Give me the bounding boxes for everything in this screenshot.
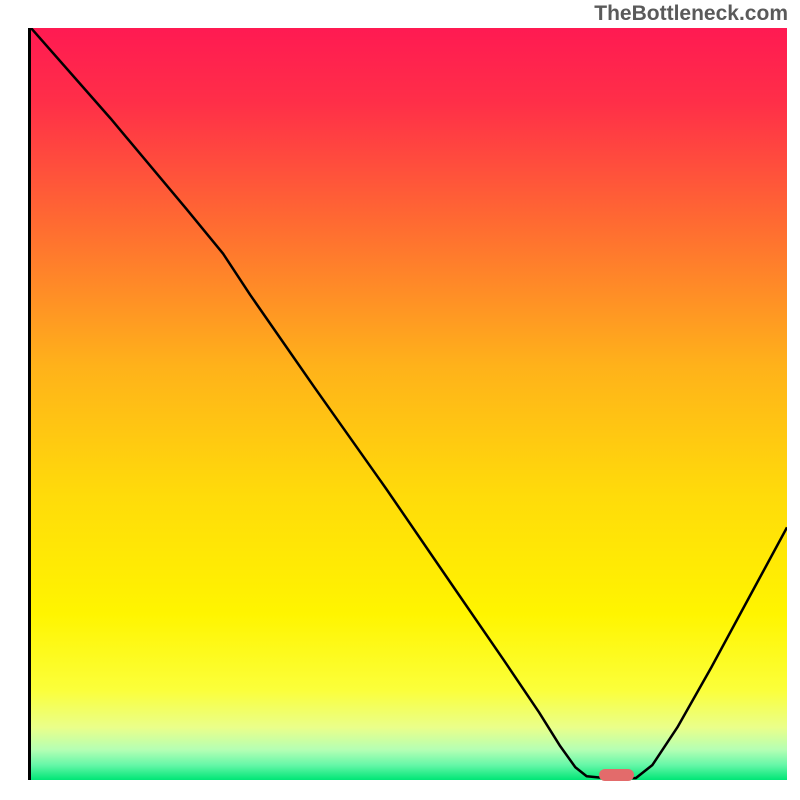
optimal-marker (599, 769, 634, 781)
chart-plot-area (28, 28, 784, 780)
chart-background-gradient (31, 28, 787, 780)
watermark-text: TheBottleneck.com (594, 2, 788, 26)
